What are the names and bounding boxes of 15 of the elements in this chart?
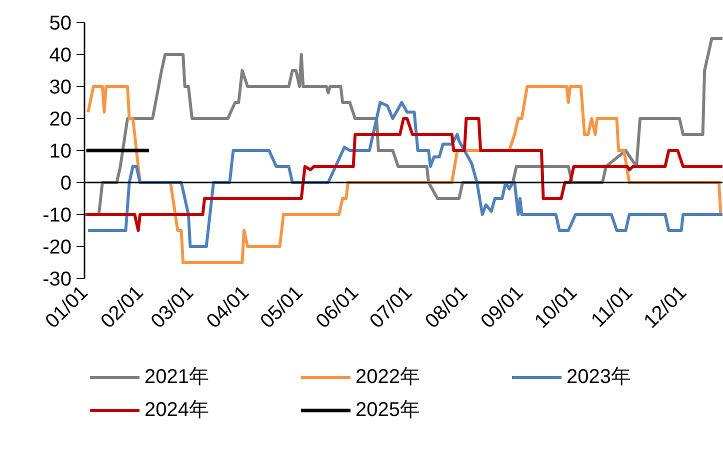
y-tick-label: 50: [49, 12, 72, 34]
legend-label: 2023年: [566, 365, 632, 390]
y-tick-label: 40: [49, 44, 72, 66]
line-series: [86, 85, 722, 264]
y-tick-label: -10: [42, 204, 72, 226]
y-tick-label: -30: [42, 268, 72, 290]
y-tick-label: 20: [49, 108, 72, 130]
legend-label: 2021年: [144, 365, 210, 390]
legend-label: 2025年: [356, 398, 421, 423]
y-tick-label: -20: [42, 236, 72, 258]
y-tick-label: 10: [49, 140, 72, 162]
legend-label: 2024年: [144, 398, 210, 423]
legend-label: 2022年: [356, 365, 421, 390]
y-tick-label: 30: [49, 76, 72, 98]
y-tick-label: 0: [60, 172, 72, 194]
